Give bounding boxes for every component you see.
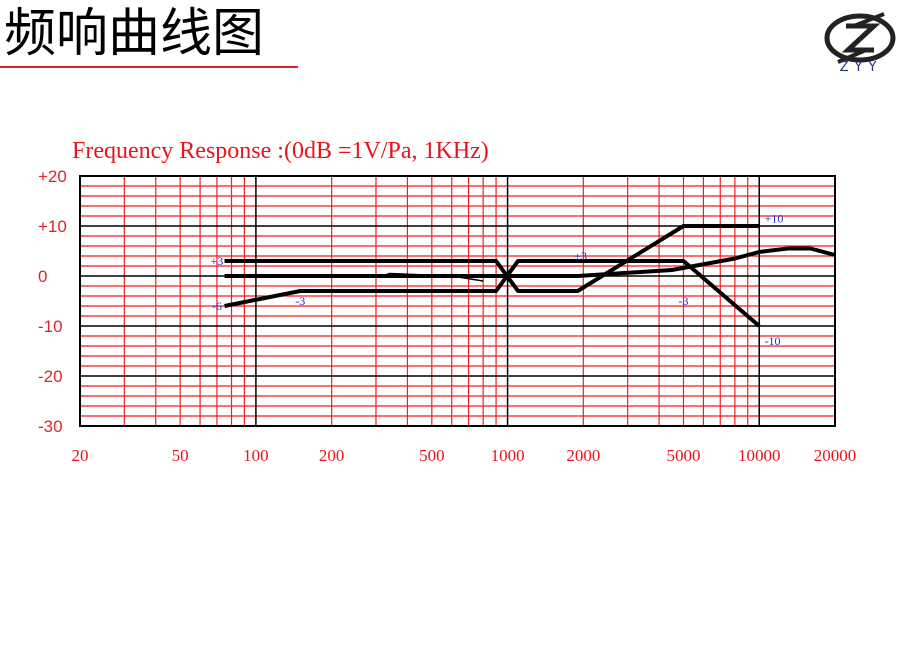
y-tick-label: +20 (38, 167, 67, 186)
curve-annotation: -3 (678, 294, 688, 308)
curve-annotation: +3 (574, 249, 587, 263)
zyy-logo-icon (824, 12, 896, 64)
x-tick-label: 10000 (738, 446, 781, 465)
curve-annotation: +10 (765, 212, 784, 226)
x-tick-label: 20 (72, 446, 89, 465)
title-underline (0, 66, 298, 68)
x-tick-label: 50 (172, 446, 189, 465)
x-tick-label: 100 (243, 446, 269, 465)
plot-frame (79, 175, 836, 427)
curve-annotation: -3 (295, 294, 305, 308)
series-line-4 (382, 272, 484, 282)
y-tick-label: -20 (38, 367, 63, 386)
chart-title: Frequency Response :(0dB =1V/Pa, 1KHz) (72, 138, 489, 164)
y-tick-label: -10 (38, 317, 63, 336)
x-tick-label: 5000 (666, 446, 700, 465)
y-tick-label: -30 (38, 417, 63, 436)
curve-annotation: -10 (765, 334, 781, 348)
x-tick-label: 200 (319, 446, 345, 465)
x-tick-label: 1000 (491, 446, 525, 465)
series-line-2 (224, 224, 760, 293)
x-tick-label: 20000 (814, 446, 857, 465)
curve-annotation: -6 (212, 299, 222, 313)
series-line-1 (224, 246, 836, 278)
x-tick-label: 500 (419, 446, 445, 465)
y-tick-label: +10 (38, 217, 67, 236)
y-tick-label: 0 (38, 267, 47, 286)
logo-text: ZYY (839, 60, 883, 75)
slide-title: 频响曲线图 (4, 4, 265, 64)
curve-annotation: +3 (211, 254, 224, 268)
x-tick-label: 2000 (566, 446, 600, 465)
series-line-3 (224, 259, 761, 328)
